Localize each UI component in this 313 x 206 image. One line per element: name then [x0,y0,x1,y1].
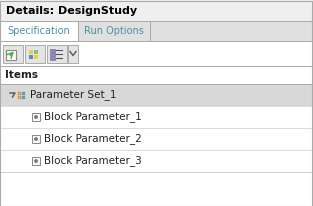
Text: Block Parameter_3: Block Parameter_3 [44,156,142,166]
Bar [22,92,25,95]
Bar [6,49,16,60]
Text: Items: Items [5,70,38,80]
Text: Block Parameter_1: Block Parameter_1 [44,111,142,122]
Bar [18,92,21,95]
Text: Parameter Set_1: Parameter Set_1 [30,90,116,101]
Bar [0,106,313,128]
Bar [50,53,55,55]
Bar [0,66,313,84]
Bar [68,44,78,62]
Bar [18,96,21,99]
Bar [0,150,313,172]
Bar [34,49,38,54]
Bar [0,0,313,21]
Text: Specification: Specification [8,26,70,36]
Bar [32,113,40,121]
Text: Block Parameter_2: Block Parameter_2 [44,133,142,144]
Bar [25,44,45,62]
Bar [50,48,55,52]
Bar [0,128,313,150]
Bar [0,84,313,106]
Text: Run Options: Run Options [84,26,144,36]
Bar [0,172,313,206]
Bar [3,44,23,62]
Bar [32,157,40,165]
Bar [29,55,33,59]
Text: Details: DesignStudy: Details: DesignStudy [6,6,137,15]
Circle shape [35,138,37,140]
Circle shape [35,160,37,162]
Bar [22,96,25,99]
Bar [50,56,55,60]
Circle shape [35,116,37,118]
Bar [0,21,313,41]
Bar [1,21,78,41]
Bar [34,55,38,59]
Bar [32,135,40,143]
Bar [0,41,313,66]
Bar [47,44,67,62]
Bar [29,49,33,54]
